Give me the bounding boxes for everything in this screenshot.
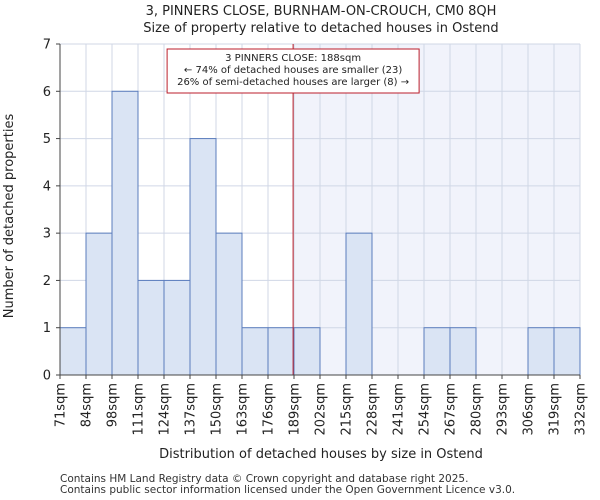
bar [111,90,139,376]
footer-line-1: Contains HM Land Registry data © Crown c… [60,473,469,485]
bar [449,327,477,376]
y-tick-label: 4 [43,179,51,194]
bar [189,138,217,376]
bar [137,279,165,376]
bar [241,327,269,376]
x-tick-label: 98sqm [106,383,121,427]
bar [267,327,295,376]
x-tick-label: 332sqm [574,383,589,436]
bar [423,327,451,376]
y-tick-label: 0 [43,369,51,384]
annotation-line-3: 26% of semi-detached houses are larger (… [177,77,409,88]
x-tick-label: 293sqm [496,383,511,436]
x-tick-label: 176sqm [262,383,277,436]
y-tick-labels: 0 1 2 3 4 5 6 7 [43,38,60,384]
x-tick-label: 137sqm [184,383,199,436]
bar [163,279,191,376]
chart-title: 3, PINNERS CLOSE, BURNHAM-ON-CROUCH, CM0… [146,4,497,19]
x-tick-label: 215sqm [340,383,355,436]
bar [59,327,87,376]
y-tick-label: 5 [43,132,51,147]
x-tick-label: 228sqm [366,383,381,436]
x-tick-label: 241sqm [392,383,407,436]
larger-region-shade [293,44,580,375]
x-tick-label: 111sqm [132,383,147,436]
x-tick-labels: 71sqm 84sqm 98sqm 111sqm 124sqm 137sqm 150sqm 1… [54,375,589,436]
x-tick-label: 254sqm [418,383,433,436]
annotation-box: 3 PINNERS CLOSE: 188sqm ← 74% of detache… [166,48,420,94]
x-tick-label: 202sqm [314,383,329,436]
y-tick-label: 3 [43,227,51,242]
x-tick-label: 280sqm [470,383,485,436]
bars [59,90,581,376]
y-tick-label: 1 [43,321,51,336]
x-tick-label: 124sqm [158,383,173,436]
x-tick-label: 189sqm [288,383,303,436]
y-axis-label: Number of detached properties [2,114,17,319]
x-tick-label: 163sqm [236,383,251,436]
annotation-line-2: ← 74% of detached houses are smaller (23… [184,65,402,76]
x-tick-label: 306sqm [522,383,537,436]
y-tick-label: 7 [43,38,51,53]
footer-line-2: Contains public sector information licen… [60,484,516,496]
x-axis-label: Distribution of detached houses by size … [159,447,483,462]
annotation-frame [166,48,420,94]
annotation-line-1: 3 PINNERS CLOSE: 188sqm [225,53,361,64]
chart-subtitle: Size of property relative to detached ho… [143,21,498,36]
histogram-chart: 3, PINNERS CLOSE, BURNHAM-ON-CROUCH, CM0… [2,4,589,462]
x-tick-label: 84sqm [80,383,95,427]
x-tick-label: 71sqm [54,383,69,427]
x-tick-label: 150sqm [210,383,225,436]
bar [527,327,555,376]
x-tick-label: 319sqm [548,383,563,436]
y-tick-label: 6 [43,85,51,100]
bar [553,327,581,376]
y-tick-label: 2 [43,274,51,289]
bar [345,232,373,376]
bar [85,232,113,376]
bar [215,232,243,376]
bar [293,327,321,376]
x-tick-label: 267sqm [444,383,459,436]
